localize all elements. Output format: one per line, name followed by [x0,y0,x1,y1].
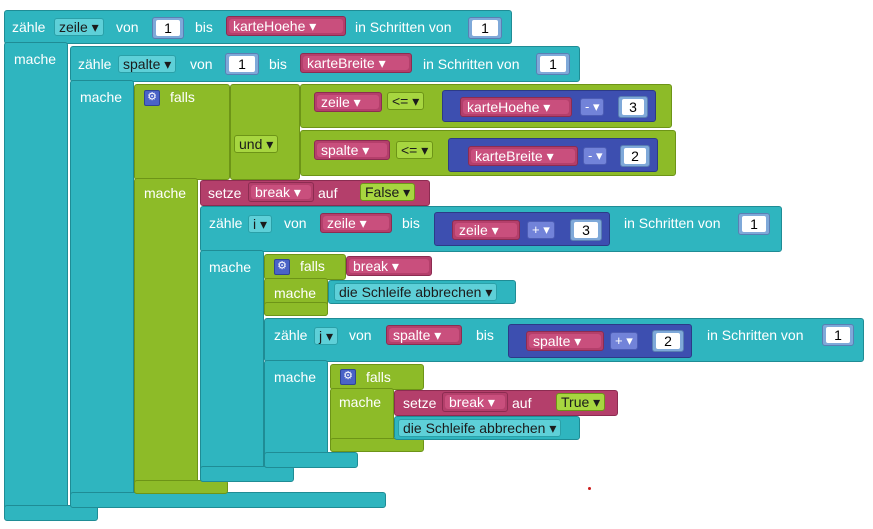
loop-i-to-label: bis [402,215,420,231]
loop-j-plus-var-spalte[interactable]: spalte ▾ [526,331,604,351]
break-loop-dropdown-2[interactable]: die Schleife abbrechen ▾ [398,419,562,437]
loop-j-step-value[interactable]: 1 [822,324,854,346]
set-break-false-var[interactable]: break ▾ [248,182,314,202]
math-karteHoehe-var[interactable]: karteHoehe ▾ [460,97,572,117]
spalte-loop-footer [70,492,386,508]
loop-i-var[interactable]: i ▾ [248,215,273,233]
if-bounds-footer [134,480,228,494]
spalte-step-value[interactable]: 1 [536,53,570,75]
outer-step-label: in Schritten von [355,19,452,35]
loop-i-body-rail [200,250,264,482]
loop-j-step-label: in Schritten von [707,327,804,343]
bool-true-dropdown[interactable]: True ▾ [556,393,606,411]
loop-i-count-label: zähle [209,215,243,231]
stray-red-dot [588,487,591,490]
and-operator-dropdown[interactable]: und ▾ [234,135,279,153]
compare-spalte-var[interactable]: spalte ▾ [314,140,390,160]
spalte-step-label: in Schritten von [423,56,520,72]
loop-j-to-label: bis [476,327,494,343]
loop-j-body-rail [264,360,328,468]
spalte-from-label: von [190,56,213,72]
loop-j-from-var-spalte[interactable]: spalte ▾ [386,325,462,345]
compare-le-dropdown-2[interactable]: <= ▾ [396,141,434,159]
loop-i-plus-var-zeile[interactable]: zeile ▾ [452,220,520,240]
spalte-count-label: zähle [78,56,112,72]
if-break-if-label: falls [300,258,325,274]
loop-i-do-label: mache [209,259,252,275]
loop-i-step-label: in Schritten von [624,215,721,231]
outer-loop-footer [4,505,98,521]
outer-to-label: bis [195,19,213,35]
loop-j-plus-dropdown[interactable]: + ▾ [610,332,638,350]
loop-i-plus-value[interactable]: 3 [570,219,602,241]
spalte-from-value[interactable]: 1 [225,53,259,75]
math-minus-value-2[interactable]: 2 [620,145,650,167]
math-minus-dropdown-2[interactable]: - ▾ [583,147,608,165]
outer-from-value[interactable]: 1 [152,17,184,39]
loop-j-plus-value[interactable]: 2 [652,330,684,352]
loop-j-var[interactable]: j ▾ [314,327,339,345]
math-minus-dropdown-1[interactable]: - ▾ [580,98,605,116]
loop-j-count-label: zähle [274,327,308,343]
set-break-false-on-label: auf [318,185,338,201]
spalte-loop-var[interactable]: spalte ▾ [118,55,177,73]
set-break-true-set-label: setze [403,395,437,411]
bool-false-dropdown[interactable]: False ▾ [360,183,416,201]
if-bounds-do-label: mache [144,185,187,201]
loop-j-from-label: von [349,327,372,343]
loop-i-from-label: von [284,215,307,231]
if-break-do-label: mache [274,285,317,301]
if-break-footer [264,302,328,316]
set-break-false-set-label: setze [208,185,242,201]
break-loop-dropdown-1[interactable]: die Schleife abbrechen ▾ [334,283,498,301]
set-break-true-on-label: auf [512,395,532,411]
if-bounds-gear-icon[interactable]: ⚙ [144,90,160,106]
compare-le-dropdown-1[interactable]: <= ▾ [387,92,425,110]
if-break-cond-var[interactable]: break ▾ [346,256,432,276]
outer-do-label: mache [14,51,57,67]
outer-count-label: zähle [12,19,46,35]
loop-i-step-value[interactable]: 1 [738,213,770,235]
spalte-to-var-karteBreite[interactable]: karteBreite ▾ [300,53,412,73]
spalte-do-label: mache [80,89,123,105]
spalte-to-label: bis [269,56,287,72]
loop-j-footer [264,452,358,468]
if-inner-gear-icon[interactable]: ⚙ [340,369,356,385]
loop-i-from-var-zeile[interactable]: zeile ▾ [320,213,392,233]
set-break-true-var[interactable]: break ▾ [442,392,508,412]
outer-step-value[interactable]: 1 [468,17,502,39]
math-karteBreite-var[interactable]: karteBreite ▾ [468,146,578,166]
compare-zeile-var[interactable]: zeile ▾ [314,92,382,112]
outer-to-var-karteHoehe[interactable]: karteHoehe ▾ [226,16,346,36]
loop-j-do-label: mache [274,369,317,385]
outer-loop-body-rail [4,42,68,520]
outer-loop-var-zeile[interactable]: zeile ▾ [54,18,104,36]
if-break-gear-icon[interactable]: ⚙ [274,259,290,275]
loop-i-plus-dropdown[interactable]: + ▾ [527,221,555,239]
outer-from-label: von [116,19,139,35]
if-inner-do-label: mache [339,394,382,410]
if-bounds-body-rail [134,178,198,494]
spalte-loop-body-rail [70,80,134,505]
math-minus-value-1[interactable]: 3 [618,96,648,118]
if-bounds-if-label: falls [170,89,195,105]
if-bounds-and-block[interactable] [230,84,300,180]
if-inner-footer [330,438,424,452]
loop-i-footer [200,466,294,482]
if-inner-if-label: falls [366,369,391,385]
